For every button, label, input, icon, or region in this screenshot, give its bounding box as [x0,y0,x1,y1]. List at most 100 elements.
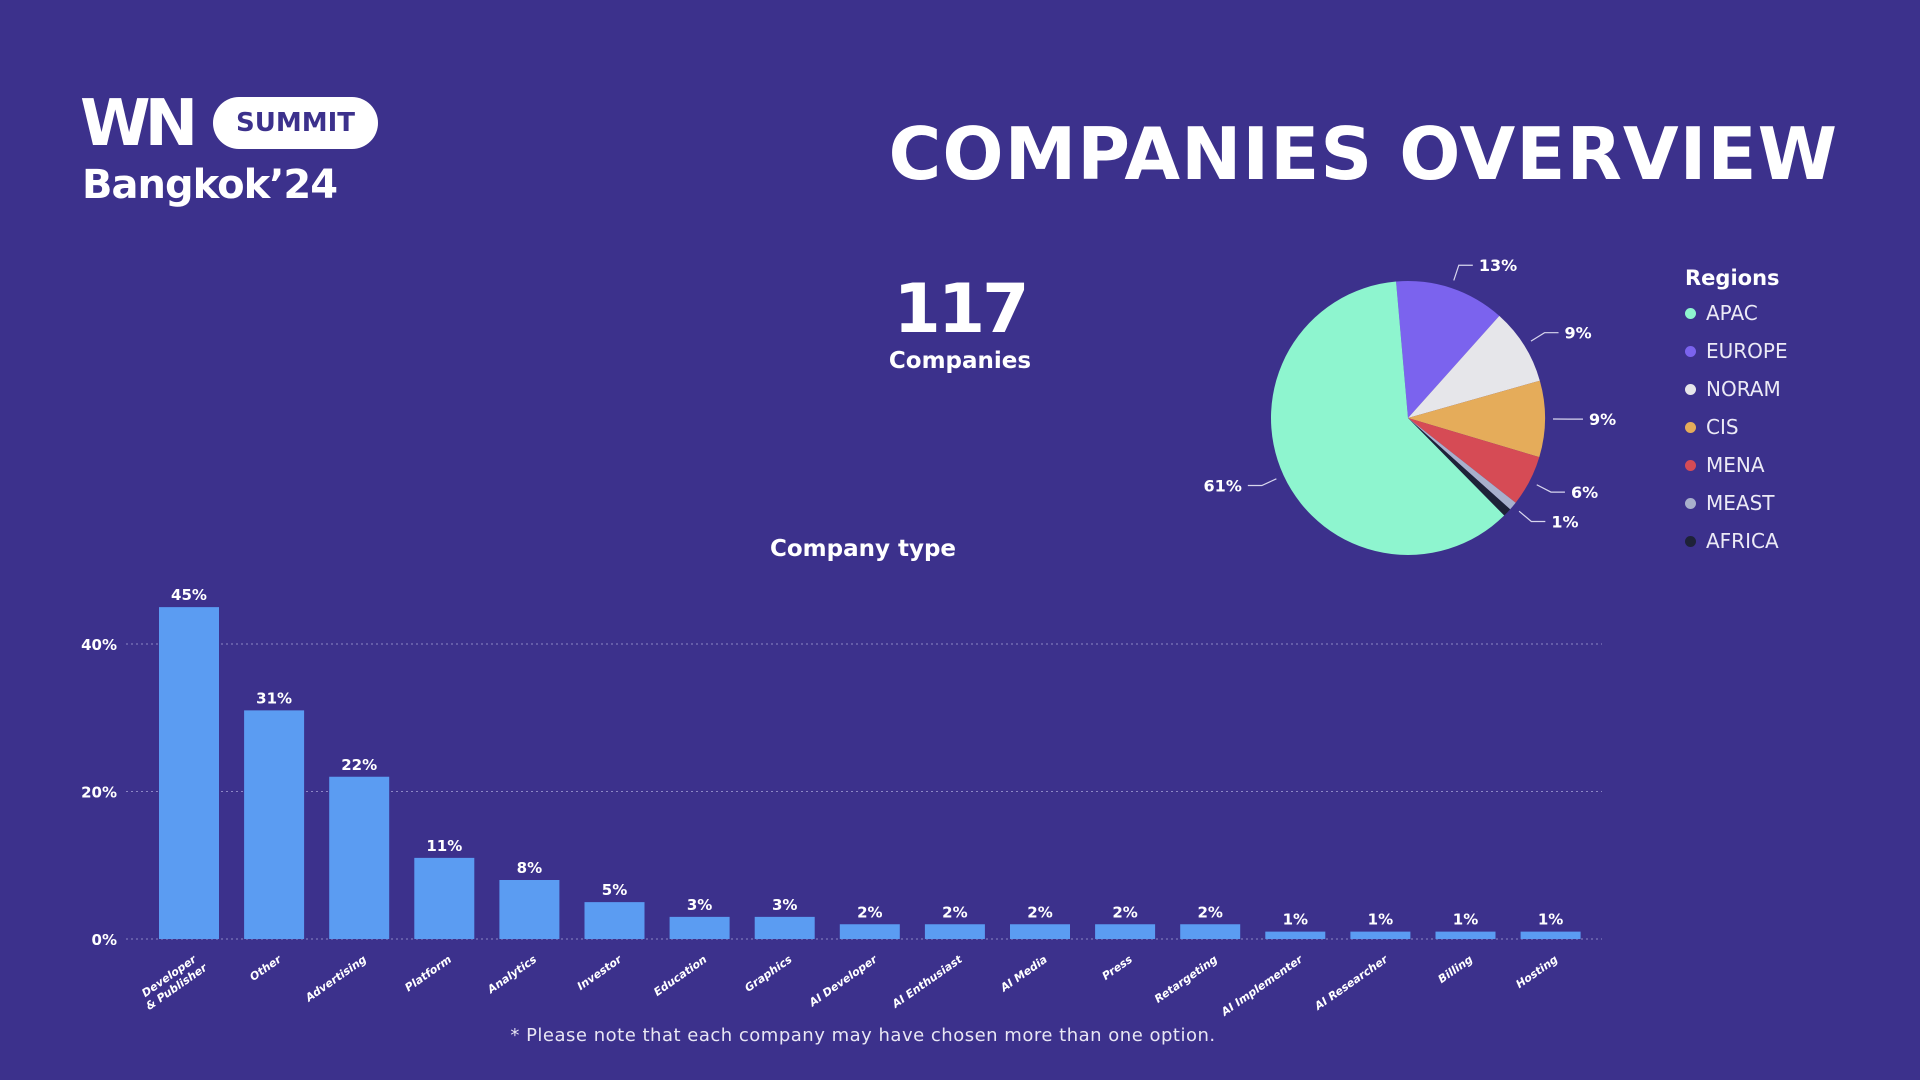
y-tick-label: 0% [92,931,117,949]
legend-label: APAC [1706,301,1758,325]
bar-value-label: 11% [426,837,462,855]
legend-dot-icon [1685,421,1696,433]
bar-value-label: 8% [517,859,542,877]
pie-leader-line [1518,510,1546,523]
y-tick-label: 40% [81,636,117,654]
x-tick-label: Retargeting [1152,953,1220,1006]
pie-slice-mena [1408,418,1540,503]
legend-item-meast: MEAST [1685,491,1775,515]
pie-slice-meast [1408,418,1516,510]
x-tick-label: Analytics [484,953,539,997]
legend-item-noram: NORAM [1685,377,1781,401]
x-tick-label: Platform [403,953,454,994]
x-tick-label: Developer& Publisher [136,950,210,1013]
bar-0 [159,607,219,939]
pie-label-meast: 1% [1551,512,1578,531]
bar-9 [924,924,985,939]
logo-city: Bangkok’24 [82,162,338,208]
total-companies-label: Companies [888,348,1032,374]
footnote: * Please note that each company may have… [510,1025,1216,1046]
pie-slice-apac [1270,281,1505,556]
bar-value-label: 2% [857,903,882,921]
bar-4 [499,880,560,939]
logo-summit-pill: SUMMIT [213,97,378,149]
bar-5 [584,902,645,939]
bar-11 [1095,924,1156,939]
pie-slice-noram [1408,315,1540,418]
pie-label-europe: 13% [1479,256,1517,275]
legend-title: Regions [1685,266,1780,290]
pie-label-apac: 61% [1204,477,1242,496]
x-tick-label: Education [651,953,709,999]
bar-value-label: 3% [772,896,797,914]
pie-label-mena: 6% [1571,483,1598,502]
x-tick-label: AI Developer [806,952,880,1009]
bar-13 [1265,931,1326,939]
bar-2 [329,776,390,939]
x-tick-label: AI Media [997,953,1049,995]
legend-item-europe: EUROPE [1685,339,1788,363]
bar-3 [414,857,475,939]
x-tick-label: Investor [575,952,625,992]
legend-dot-icon [1685,497,1696,509]
pie-slice-africa [1408,418,1511,516]
legend-label: MENA [1706,453,1765,477]
x-tick-label: Advertising [302,953,369,1005]
legend-item-africa: AFRICA [1685,529,1779,553]
bar-7 [754,916,815,939]
x-tick-label: AI Researcher [1311,952,1390,1013]
bar-value-label: 1% [1453,911,1478,929]
bar-6 [669,916,730,939]
bar-value-label: 2% [942,903,967,921]
y-tick-label: 20% [81,784,117,802]
pie-leader-line [1530,332,1559,342]
pie-label-noram: 9% [1565,324,1592,343]
legend-label: NORAM [1706,377,1781,401]
bar-value-label: 1% [1283,911,1308,929]
legend-label: AFRICA [1706,529,1779,553]
legend-dot-icon [1685,459,1696,471]
legend-item-apac: APAC [1685,301,1758,325]
bar-value-label: 45% [171,586,207,604]
bar-value-label: 31% [256,689,292,707]
x-tick-label: Other [247,952,284,983]
bar-10 [1010,924,1070,939]
x-tick-label: AI Implementer [1218,952,1305,1019]
total-companies: 117 [893,270,1030,349]
bar-8 [839,924,900,939]
logo-mark: WN [80,87,198,161]
pie-leader-line [1247,478,1277,487]
bar-value-label: 5% [602,881,627,899]
legend-label: MEAST [1706,491,1775,515]
legend-item-cis: CIS [1685,415,1739,439]
bar-16 [1520,931,1581,939]
pie-label-cis: 9% [1589,410,1616,429]
page-title: COMPANIES OVERVIEW [888,112,1838,196]
bar-15 [1435,931,1496,939]
x-tick-label: AI Enthusiast [889,952,965,1011]
bar-12 [1180,924,1241,939]
legend-label: EUROPE [1706,339,1788,363]
bar-value-label: 2% [1027,903,1052,921]
x-tick-label: Graphics [742,953,794,995]
legend-dot-icon [1685,345,1696,357]
pie-leader-line [1453,264,1473,281]
legend-dot-icon [1685,535,1696,547]
bar-14 [1350,931,1411,939]
x-tick-label: Billing [1436,953,1476,986]
legend-dot-icon [1685,307,1696,319]
bar-1 [244,710,305,939]
legend-label: CIS [1706,415,1739,439]
bar-value-label: 2% [1197,903,1222,921]
x-tick-label: Hosting [1514,953,1561,991]
pie-slice-cis [1408,380,1546,458]
pie-slice-europe [1396,281,1500,418]
bar-value-label: 3% [687,896,712,914]
bar-value-label: 1% [1538,911,1563,929]
legend-item-mena: MENA [1685,453,1765,477]
bar-value-label: 2% [1112,903,1137,921]
bar-chart-title: Company type [769,536,957,562]
bar-value-label: 22% [341,756,377,774]
bar-value-label: 1% [1368,911,1393,929]
